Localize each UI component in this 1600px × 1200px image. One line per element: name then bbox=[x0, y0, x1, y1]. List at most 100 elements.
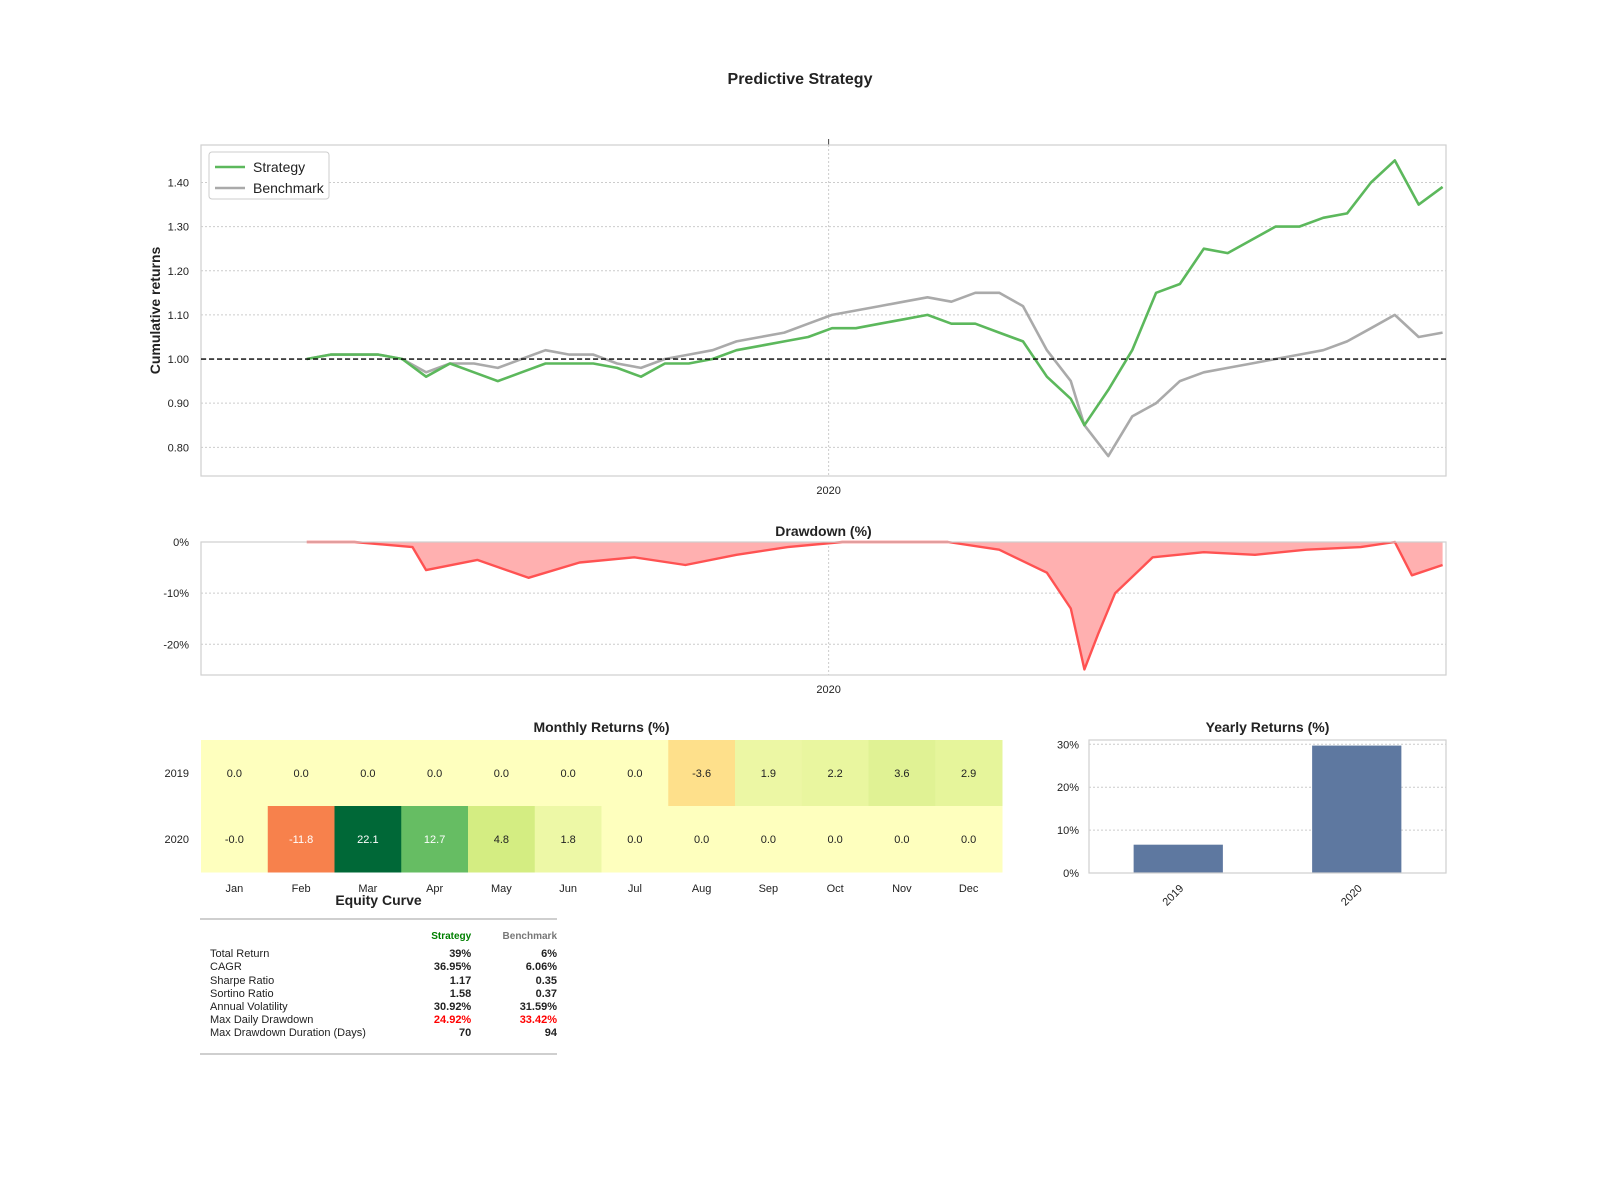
y-tick-label: 1.20 bbox=[168, 266, 189, 278]
cumulative-returns-chart: 0.80 0.90 1.00 1.10 1.20 1.30 1.40 2020 Cumulati… bbox=[147, 139, 1447, 497]
column-label: Mar bbox=[358, 883, 377, 895]
metric-benchmark-value: 33.42% bbox=[519, 1014, 557, 1027]
metric-label: Max Drawdown Duration (Days) bbox=[210, 1027, 366, 1040]
y-axis-label: Cumulative returns bbox=[147, 246, 163, 374]
chart-title: Yearly Returns (%) bbox=[1206, 719, 1330, 735]
metric-benchmark-value: 0.37 bbox=[535, 987, 557, 1000]
heatmap-cell bbox=[334, 740, 402, 807]
heatmap-cell bbox=[267, 740, 335, 807]
metric-label: Annual Volatility bbox=[210, 1000, 288, 1013]
cell-value: 1.8 bbox=[560, 834, 575, 846]
legend: Strategy Benchmark bbox=[208, 151, 330, 200]
row-label: 2020 bbox=[165, 834, 189, 846]
x-tick-label: 2020 bbox=[816, 485, 840, 497]
heatmap-cell bbox=[601, 806, 669, 873]
y-tick-label: 1.00 bbox=[168, 354, 189, 366]
y-tick-label: 0% bbox=[1063, 868, 1079, 880]
heatmap-cell bbox=[401, 806, 469, 873]
plot-frame bbox=[200, 144, 1447, 477]
cell-value: 0.0 bbox=[961, 834, 976, 846]
metric-benchmark-value: 6.06% bbox=[525, 961, 557, 974]
y-tick-label: 30% bbox=[1057, 739, 1079, 751]
heatmap-cell bbox=[468, 806, 536, 873]
metric-strategy-value: 24.92% bbox=[433, 1014, 472, 1027]
cell-value: 1.9 bbox=[761, 768, 776, 780]
heatmap-cell bbox=[401, 740, 469, 807]
y-tick-label: 0% bbox=[173, 537, 189, 549]
metric-benchmark-value: 31.59% bbox=[519, 1000, 557, 1013]
heatmap-cell bbox=[201, 806, 269, 873]
heatmap-cell bbox=[468, 740, 536, 807]
heatmap-cell bbox=[668, 806, 736, 873]
legend-label-benchmark: Benchmark bbox=[253, 180, 325, 196]
heatmap-cell bbox=[801, 740, 869, 807]
x-tick-label: 2019 bbox=[1161, 883, 1187, 909]
y-tick-label: 20% bbox=[1057, 782, 1079, 794]
metrics-header-row: Strategy Benchmark bbox=[200, 930, 557, 943]
cell-value: 2.9 bbox=[961, 768, 976, 780]
metrics-row: Sortino Ratio 1.58 0.37 bbox=[200, 988, 557, 1001]
cell-value: 12.7 bbox=[424, 834, 445, 846]
metrics-header-benchmark: Benchmark bbox=[502, 931, 557, 942]
cell-value: 0.0 bbox=[227, 768, 242, 780]
monthly-returns-heatmap: Monthly Returns (%) 2019 0.0 0.0 0.0 0.0 0.0 0.… bbox=[165, 719, 1003, 895]
heatmap-cell bbox=[668, 740, 736, 807]
cell-value: -0.0 bbox=[225, 834, 244, 846]
cell-value: 4.8 bbox=[494, 834, 509, 846]
y-tick-label: -10% bbox=[163, 588, 189, 600]
cell-value: 0.0 bbox=[761, 834, 776, 846]
cell-value: 3.6 bbox=[894, 768, 909, 780]
heatmap-cell bbox=[801, 806, 869, 873]
cell-value: 22.1 bbox=[357, 834, 378, 846]
y-tick-label: 1.10 bbox=[168, 310, 189, 322]
heatmap-cell bbox=[735, 740, 803, 807]
column-label: Jun bbox=[559, 883, 577, 895]
x-tick-label: 2020 bbox=[816, 684, 840, 696]
y-tick-label: 0.80 bbox=[168, 442, 189, 454]
bar-2020 bbox=[1312, 745, 1402, 873]
heatmap-cell bbox=[201, 740, 269, 807]
y-tick-label: 0.90 bbox=[168, 398, 189, 410]
metrics-row: CAGR 36.95% 6.06% bbox=[200, 961, 557, 974]
metric-benchmark-value: 94 bbox=[544, 1027, 557, 1040]
drawdown-chart: 0% -10% -20% 2020 Drawdown (%) bbox=[163, 523, 1447, 696]
metrics-row: Max Daily Drawdown 24.92% 33.42% bbox=[200, 1014, 557, 1027]
cell-value: 0.0 bbox=[494, 768, 509, 780]
plot-frame bbox=[200, 541, 1447, 676]
y-tick-label: 1.30 bbox=[168, 222, 189, 234]
y-tick-label: -20% bbox=[163, 639, 189, 651]
cell-value: 0.0 bbox=[360, 768, 375, 780]
metric-label: Sharpe Ratio bbox=[210, 974, 275, 987]
cell-value: 0.0 bbox=[627, 834, 642, 846]
metrics-header-strategy: Strategy bbox=[431, 931, 472, 942]
metric-benchmark-value: 6% bbox=[541, 948, 557, 961]
legend-label-strategy: Strategy bbox=[253, 159, 305, 175]
heatmap-cell bbox=[868, 806, 936, 873]
chart-title: Drawdown (%) bbox=[775, 523, 871, 539]
cell-value: -11.8 bbox=[289, 834, 313, 846]
bar-2019 bbox=[1133, 844, 1223, 873]
metric-strategy-value: 39% bbox=[449, 948, 472, 961]
metric-label: Sortino Ratio bbox=[210, 987, 274, 1000]
chart-title: Monthly Returns (%) bbox=[533, 719, 669, 735]
metric-strategy-value: 1.17 bbox=[449, 974, 472, 987]
metrics-table: Strategy Benchmark Total Return 39% 6% CAGR… bbox=[200, 918, 557, 1055]
metric-benchmark-value: 0.35 bbox=[535, 974, 557, 987]
cell-value: 0.0 bbox=[293, 768, 308, 780]
metrics-row: Sharpe Ratio 1.17 0.35 bbox=[200, 975, 557, 988]
metrics-row: Annual Volatility 30.92% 31.59% bbox=[200, 1001, 557, 1014]
metric-label: Max Daily Drawdown bbox=[210, 1014, 314, 1027]
row-label: 2019 bbox=[165, 768, 189, 780]
metric-label: CAGR bbox=[210, 961, 242, 974]
metrics-title: Equity Curve bbox=[335, 892, 422, 908]
y-tick-label: 10% bbox=[1057, 825, 1079, 837]
column-label: Jul bbox=[628, 883, 642, 895]
cell-value: 0.0 bbox=[694, 834, 709, 846]
column-label: Jan bbox=[226, 883, 244, 895]
cell-value: 0.0 bbox=[894, 834, 909, 846]
series-line-benchmark bbox=[306, 291, 1443, 458]
cell-value: 0.0 bbox=[627, 768, 642, 780]
metrics-row: Total Return 39% 6% bbox=[200, 948, 557, 961]
cell-value: -3.6 bbox=[692, 768, 711, 780]
heatmap-cell bbox=[601, 740, 669, 807]
